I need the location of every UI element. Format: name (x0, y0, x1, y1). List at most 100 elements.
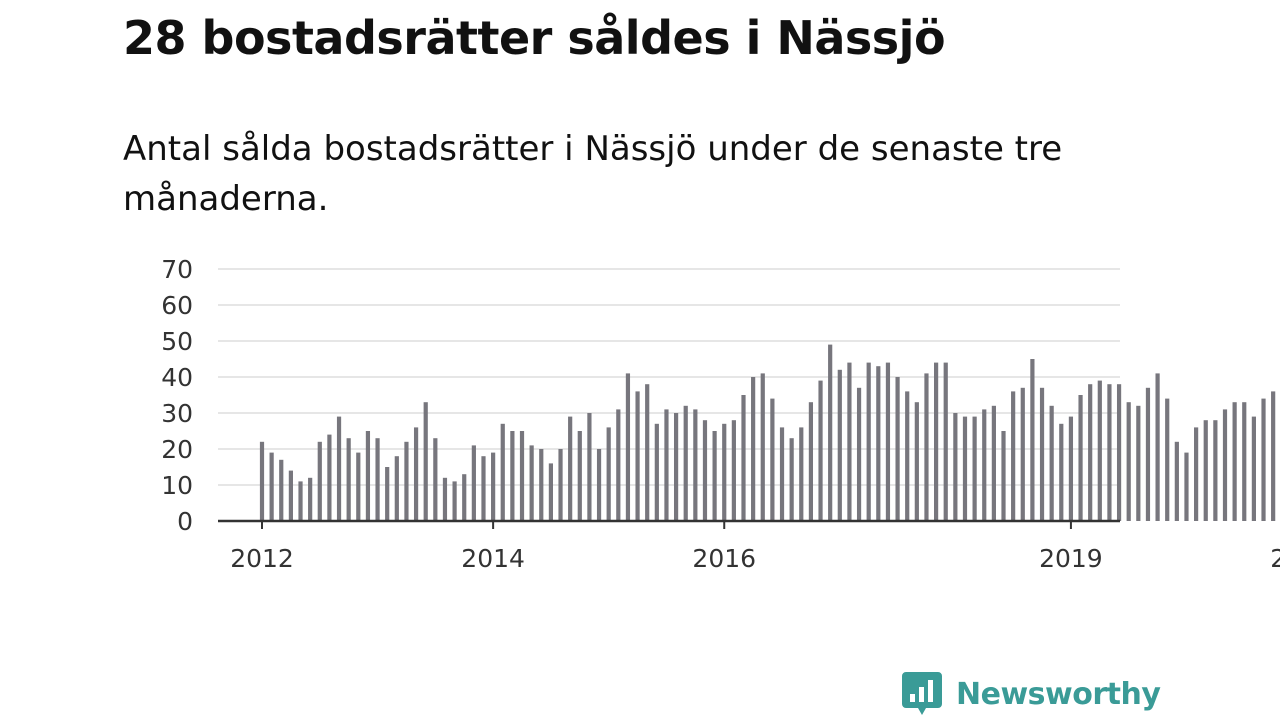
bar (308, 477, 313, 521)
bar (1165, 398, 1170, 521)
bar (327, 434, 332, 521)
bar (683, 405, 688, 521)
newsworthy-logo: Newsworthy (902, 670, 1161, 718)
y-tick-label: 70 (161, 255, 193, 284)
bar (731, 420, 736, 521)
y-tick-label: 0 (177, 507, 193, 536)
bar (1088, 384, 1093, 521)
y-tick-label: 10 (161, 471, 193, 500)
bar (799, 427, 804, 521)
bar (1242, 402, 1247, 521)
bar (510, 431, 515, 521)
bar (269, 452, 274, 521)
bar (1011, 391, 1016, 521)
bar (856, 387, 862, 521)
bar (548, 463, 553, 521)
x-tick-label: 2019 (1039, 544, 1103, 573)
bar (529, 445, 534, 521)
x-tick-label: 2021 (1270, 544, 1280, 573)
bar-chart-speech-bubble-icon (902, 672, 942, 715)
x-tick-label: 2014 (461, 544, 525, 573)
bar (1136, 405, 1141, 521)
bar (924, 373, 929, 521)
bar (693, 409, 698, 521)
bar (770, 398, 775, 521)
bar (645, 384, 650, 521)
bar (404, 441, 409, 521)
bar (577, 431, 582, 521)
bar (539, 449, 544, 521)
bar (1068, 416, 1074, 521)
bar (818, 380, 823, 521)
bar (972, 416, 977, 521)
bar (394, 456, 399, 521)
bar (712, 431, 717, 521)
bar (885, 362, 891, 521)
bar (779, 427, 785, 521)
bar (1097, 380, 1102, 521)
bar (953, 413, 958, 521)
bar (847, 362, 852, 521)
y-tick-label: 60 (161, 291, 193, 320)
bar (413, 427, 419, 521)
bar (365, 431, 371, 521)
bar (808, 402, 814, 521)
bar (1174, 441, 1179, 521)
bar (288, 470, 293, 521)
bar (876, 366, 881, 521)
bar (1271, 391, 1276, 521)
bar (1107, 384, 1112, 521)
bar (1030, 359, 1035, 521)
bar (702, 420, 708, 521)
bar (625, 373, 631, 521)
bar (828, 344, 833, 521)
bar (596, 449, 602, 521)
bar (722, 423, 727, 521)
bar (1001, 431, 1006, 521)
bar (789, 438, 794, 521)
bar (1213, 420, 1218, 521)
bar (1203, 420, 1208, 521)
bar (991, 405, 996, 521)
chart-title: 28 bostadsrätter såldes i Nässjö (123, 11, 946, 65)
bar (1251, 416, 1256, 521)
bar (385, 467, 390, 521)
y-tick-label: 50 (161, 327, 193, 356)
bar (982, 409, 987, 521)
bar (491, 452, 496, 521)
chart-subtitle: Antal sålda bostadsrätter i Nässjö under… (123, 129, 1063, 219)
y-tick-label: 30 (161, 399, 193, 428)
bar (568, 416, 573, 521)
bar (1261, 398, 1266, 521)
bar (462, 474, 467, 521)
bar (914, 402, 919, 521)
bar (934, 362, 939, 521)
bar (837, 369, 842, 521)
bar (1059, 423, 1064, 521)
bar (741, 395, 746, 521)
bar (1039, 387, 1045, 521)
bar (654, 423, 659, 521)
axes: 0102030405060702012201420162019202120232… (161, 255, 1280, 573)
bar (587, 413, 592, 521)
bar (279, 459, 284, 521)
bar (1116, 384, 1122, 521)
bar (673, 413, 679, 521)
bar (317, 441, 322, 521)
bar (471, 445, 476, 521)
bar (943, 362, 948, 521)
bar (452, 481, 457, 521)
bar (1126, 402, 1131, 521)
y-tick-label: 40 (161, 363, 193, 392)
bar (259, 441, 265, 521)
bar (616, 409, 621, 521)
bar (606, 427, 611, 521)
bar (866, 362, 871, 521)
bar (433, 438, 438, 521)
bar (635, 391, 640, 521)
bar (336, 416, 342, 521)
y-tick-label: 20 (161, 435, 193, 464)
bar (500, 423, 505, 521)
bar (1145, 387, 1151, 521)
bar (558, 449, 563, 521)
